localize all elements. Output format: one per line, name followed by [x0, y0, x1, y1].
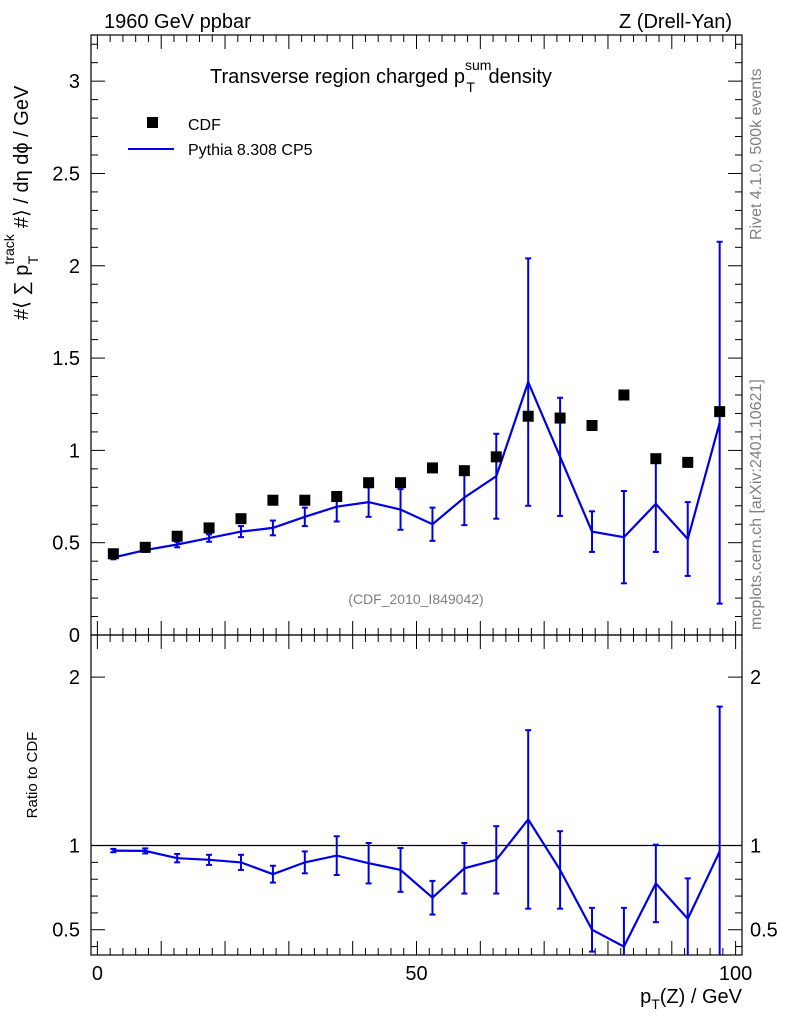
- cdf-data-point: [586, 419, 598, 431]
- mc-line: [113, 379, 721, 559]
- ratio-y-tick-label: 0.5: [52, 920, 80, 942]
- ylabel-post: #⟩ / dη dϕ / GeV: [11, 85, 33, 234]
- cdf-data-point: [554, 412, 566, 424]
- header-left: 1960 GeV ppbar: [104, 11, 251, 33]
- cdf-data-point: [682, 456, 694, 468]
- header-right: Z (Drell-Yan): [619, 11, 732, 33]
- main-y-label: #⟨ ∑ ptrack T #⟩ / dη dϕ / GeV: [1, 85, 41, 320]
- ratio-series: [110, 705, 723, 955]
- ratio-y-label: Ratio to CDF: [24, 732, 41, 819]
- rivet-version-label: Rivet 4.1.0, 500k events: [748, 68, 765, 240]
- main-cdf-series: [107, 389, 726, 560]
- y-tick-label: 3: [69, 71, 80, 93]
- main-mc-series: [110, 240, 723, 605]
- cdf-data-point: [203, 522, 215, 534]
- legend-cdf-label: CDF: [188, 117, 221, 134]
- main-axis-ticks: [91, 35, 742, 636]
- chart-title: Transverse region charged psum T density: [210, 57, 552, 95]
- cdf-data-point: [395, 477, 407, 489]
- mcplots-label: mcplots.cern.ch [arXiv:2401.10621]: [748, 379, 765, 630]
- title-main: Transverse region charged p: [210, 66, 465, 88]
- y-tick-label: 0: [69, 625, 80, 647]
- cdf-data-point: [299, 494, 311, 506]
- ratio-y-tick-label-right: 2: [750, 667, 761, 689]
- ratio-y-tick-labels: 0.5 0.5 1 1 2 2: [52, 667, 778, 942]
- ratio-line: [113, 817, 721, 949]
- ratio-y-tick-label-right: 0.5: [750, 920, 778, 942]
- ylabel-sub: T: [25, 255, 41, 264]
- title-sub: T: [466, 79, 475, 95]
- ratio-y-tick-label: 1: [69, 836, 80, 858]
- legend-cdf-marker: [147, 117, 158, 128]
- title-tail: density: [483, 66, 552, 88]
- main-y-tick-labels: 0 0.5 1 1.5 2 2.5 3: [52, 71, 80, 647]
- cdf-data-point: [618, 389, 630, 401]
- x-tick-label: 100: [719, 963, 752, 985]
- cdf-data-point: [171, 530, 183, 542]
- y-tick-label: 1.5: [52, 348, 80, 370]
- cdf-data-point: [426, 462, 438, 474]
- x-tick-label: 50: [405, 963, 427, 985]
- analysis-id: (CDF_2010_I849042): [348, 591, 483, 607]
- x-axis-label: pT(Z) / GeV: [640, 986, 743, 1012]
- y-tick-label: 2: [69, 256, 80, 278]
- ratio-y-tick-label-right: 1: [750, 836, 761, 858]
- ratio-axis-ticks: [91, 635, 742, 955]
- cdf-data-point: [331, 491, 343, 503]
- ylabel-sup: track: [1, 233, 17, 264]
- cdf-data-point: [139, 541, 151, 553]
- cdf-data-point: [363, 477, 375, 489]
- cdf-data-point: [107, 548, 119, 560]
- legend: CDF Pythia 8.308 CP5: [128, 117, 313, 159]
- cdf-data-point: [490, 451, 502, 463]
- legend-mc-label: Pythia 8.308 CP5: [188, 142, 313, 159]
- y-tick-label: 2.5: [52, 163, 80, 185]
- cdf-data-point: [458, 465, 470, 477]
- ratio-y-tick-label: 2: [69, 667, 80, 689]
- y-tick-label: 1: [69, 440, 80, 462]
- x-tick-label: 0: [92, 963, 103, 985]
- ylabel-pre: #⟨ ∑ p: [11, 265, 33, 320]
- cdf-data-point: [650, 453, 662, 465]
- cdf-data-point: [267, 494, 279, 506]
- x-tick-labels: 0 50 100: [92, 963, 752, 985]
- cdf-data-point: [714, 406, 726, 418]
- cdf-data-point: [522, 410, 534, 422]
- cdf-data-point: [235, 513, 247, 525]
- title-sup: sum: [465, 57, 491, 73]
- y-tick-label: 0.5: [52, 533, 80, 555]
